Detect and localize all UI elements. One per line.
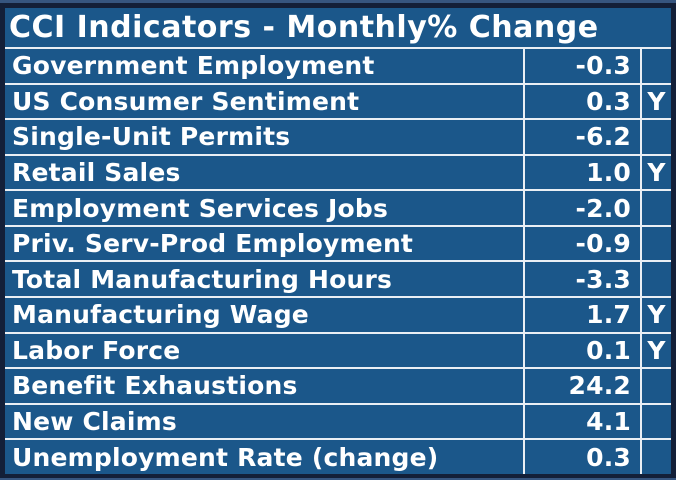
flag-cell: Y — [640, 155, 671, 190]
value-cell: -0.9 — [523, 226, 640, 261]
cci-indicators-table: CCI Indicators - Monthly% Change Governm… — [5, 8, 671, 474]
flag-cell — [640, 49, 671, 83]
table-title: CCI Indicators - Monthly% Change — [5, 8, 671, 49]
flag-cell — [640, 120, 671, 154]
table-row: Manufacturing Wage 1.7 Y — [5, 298, 671, 334]
table-row: Unemployment Rate (change) 0.3 — [5, 440, 671, 474]
flag-cell — [640, 226, 671, 261]
table-row: US Consumer Sentiment 0.3 Y — [5, 84, 671, 121]
indicator-name-cell: Priv. Serv-Prod Employment — [12, 229, 414, 259]
table-row: Labor Force 0.1 Y — [5, 333, 671, 370]
indicator-name-cell: Benefit Exhaustions — [12, 371, 298, 401]
table-row: Government Employment -0.3 — [5, 49, 671, 85]
indicator-name-cell: Unemployment Rate (change) — [12, 442, 439, 472]
flag-cell — [640, 262, 671, 297]
value-cell: 0.3 — [523, 84, 640, 119]
value-cell: -6.2 — [523, 120, 640, 154]
table-body: Government Employment -0.3 US Consumer S… — [5, 49, 671, 474]
table-row: Benefit Exhaustions 24.2 — [5, 369, 671, 405]
table-row: New Claims 4.1 — [5, 404, 671, 441]
table-row: Total Manufacturing Hours -3.3 — [5, 262, 671, 299]
flag-cell — [640, 369, 671, 403]
indicator-name-cell: US Consumer Sentiment — [12, 86, 360, 116]
flag-cell — [640, 440, 671, 474]
indicator-name-cell: Retail Sales — [12, 158, 181, 188]
indicator-name-cell: Total Manufacturing Hours — [12, 264, 393, 294]
indicator-name-cell: New Claims — [12, 407, 177, 437]
table-row: Employment Services Jobs -2.0 — [5, 191, 671, 227]
value-cell: 0.3 — [523, 440, 640, 474]
value-cell: -0.3 — [523, 49, 640, 83]
value-cell: 1.0 — [523, 155, 640, 190]
flag-cell — [640, 191, 671, 225]
value-cell: 1.7 — [523, 298, 640, 332]
table-row: Retail Sales 1.0 Y — [5, 155, 671, 192]
value-cell: 24.2 — [523, 369, 640, 403]
value-cell: 0.1 — [523, 333, 640, 368]
flag-cell: Y — [640, 298, 671, 332]
flag-cell — [640, 404, 671, 439]
value-cell: 4.1 — [523, 404, 640, 439]
flag-cell: Y — [640, 333, 671, 368]
value-cell: -3.3 — [523, 262, 640, 297]
top-edge-strip — [0, 0, 676, 3]
table-row: Priv. Serv-Prod Employment -0.9 — [5, 226, 671, 263]
bottom-edge-strip — [0, 478, 676, 480]
indicator-name-cell: Labor Force — [12, 335, 181, 365]
indicator-name-cell: Manufacturing Wage — [12, 300, 309, 330]
indicator-name-cell: Single-Unit Permits — [12, 122, 291, 152]
indicator-name-cell: Government Employment — [12, 51, 375, 81]
table-row: Single-Unit Permits -6.2 — [5, 120, 671, 156]
indicator-name-cell: Employment Services Jobs — [12, 193, 389, 223]
flag-cell: Y — [640, 84, 671, 119]
value-cell: -2.0 — [523, 191, 640, 225]
